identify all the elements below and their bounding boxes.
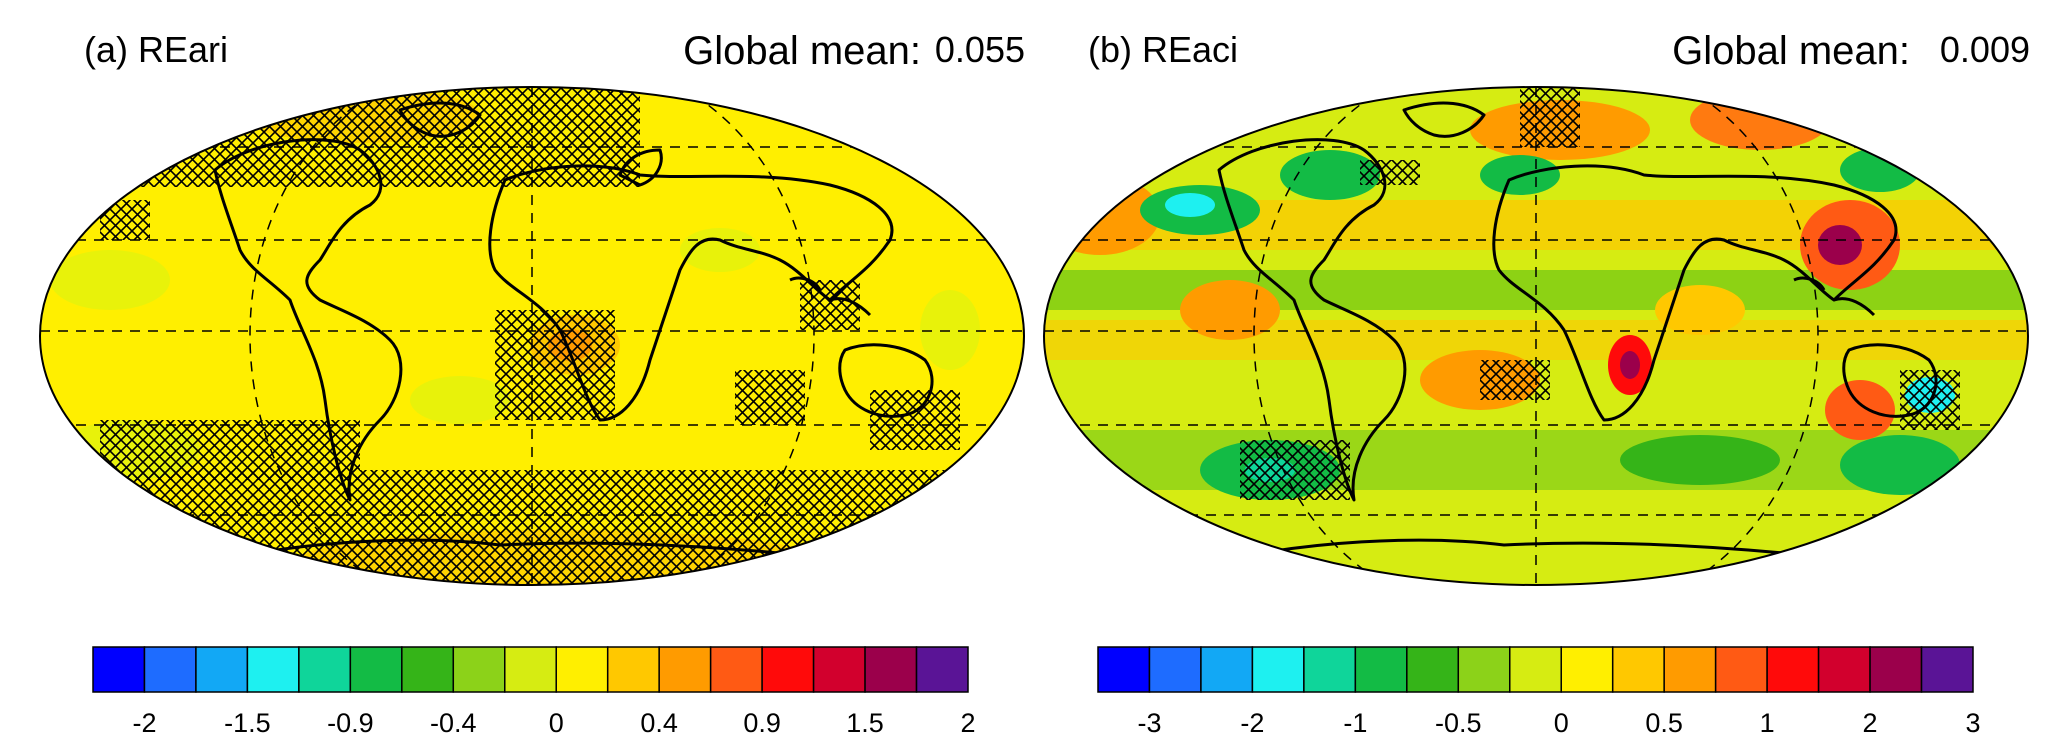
panel-b-colorbar-tick-label: 3	[1965, 708, 1980, 738]
panel-a-colorbar-swatch	[504, 646, 557, 693]
panel-b-colorbar-tick-label: -0.5	[1435, 708, 1482, 738]
panel-a-colorbar-swatch	[658, 646, 712, 693]
panel-a-hatch-region	[800, 280, 860, 330]
panel-a-colorbar-swatch	[349, 646, 403, 693]
panel-b-field-patch	[1165, 193, 1215, 217]
panel-a-map-border	[39, 86, 1025, 586]
panel-b-colorbar-swatch	[1406, 646, 1460, 693]
panel-b-title: (b) REaci	[1088, 29, 1238, 70]
panel-a-colorbar-swatch	[864, 646, 918, 693]
panel-a-colorbar-swatch	[298, 646, 352, 693]
panel-b-colorbar-swatch	[1200, 646, 1254, 693]
panel-a-title: (a) REari	[84, 29, 228, 70]
panel-b-colorbar-swatch	[1663, 646, 1717, 693]
panel-a-colorbar-tick-label: 0.4	[640, 708, 678, 738]
panel-b-hatch-region	[1240, 440, 1350, 500]
panel-a: (a) REari Global mean: 0.055	[39, 29, 1025, 738]
panel-b-colorbar-swatch	[1714, 646, 1768, 693]
panel-a-colorbar-swatch	[452, 646, 506, 693]
panel-b-colorbar-swatch	[1303, 646, 1357, 693]
panel-b-field-patch	[1180, 280, 1280, 340]
panel-b-colorbar-tick-label: -2	[1240, 708, 1264, 738]
panel-b-colorbar-swatch	[1097, 646, 1151, 693]
panel-b-field-patch	[1840, 435, 1960, 495]
panel-b-map	[1044, 87, 2028, 585]
panel-b-field-patch	[1825, 380, 1895, 440]
panel-a-colorbar-swatch	[401, 646, 455, 693]
panel-b-colorbar-swatch	[1251, 646, 1305, 693]
panel-b-colorbar-swatch	[1817, 646, 1871, 693]
panel-b-colorbar-swatch	[1148, 646, 1202, 693]
panel-a-colorbar-swatch	[812, 646, 866, 693]
panel-a-graticule	[40, 87, 1024, 585]
panel-b-field-patch	[1818, 225, 1862, 265]
panel-b-colorbar-swatch	[1509, 646, 1562, 693]
panel-b-global-mean-label: Global mean:	[1672, 29, 1910, 73]
panel-b-colorbar: -3 -2 -1 -0.5 0 0.5 1 2 3	[1097, 646, 1981, 738]
panel-b-hatch-region	[1480, 360, 1550, 400]
panel-b-colorbar-tick-label: -1	[1343, 708, 1367, 738]
panel-b: (b) REaci Global mean: 0.009	[1043, 29, 2030, 738]
panel-b-colorbar-swatch	[1869, 646, 1923, 693]
panel-b-colorbar-swatch	[1354, 646, 1408, 693]
panel-a-colorbar-swatch	[606, 646, 660, 693]
panel-b-field-patch	[1840, 148, 1920, 192]
panel-a-colorbar-tick-label: -2	[132, 708, 156, 738]
panel-a-field-patch	[50, 250, 170, 310]
panel-a-colorbar-swatch	[761, 646, 815, 693]
panel-b-colorbar-swatch	[1766, 646, 1820, 693]
panel-a-hatch-region	[495, 310, 615, 420]
panel-a-colorbar-tick-label: 2	[960, 708, 975, 738]
panel-a-colorbar-tick-label: 0	[549, 708, 564, 738]
panel-b-hatch-region	[1520, 87, 1580, 147]
panel-b-graticule	[1044, 87, 2028, 585]
panel-a-hatch-region	[100, 200, 150, 240]
panel-a-colorbar-tick-label: -0.9	[327, 708, 374, 738]
panel-b-coastlines	[1203, 101, 1955, 577]
panel-a-field-patch	[410, 376, 510, 424]
panel-a-colorbar-swatch	[555, 646, 609, 693]
panel-b-field-patch	[1620, 351, 1640, 379]
panel-b-colorbar-tick-label: 1	[1760, 708, 1775, 738]
panel-a-colorbar-tick-label: 0.9	[743, 708, 781, 738]
panel-a-colorbar-swatch	[709, 646, 763, 693]
panel-a-hatch-region	[735, 370, 805, 425]
panel-b-colorbar-tick-label: -3	[1137, 708, 1161, 738]
panel-b-colorbar-tick-label: 0	[1554, 708, 1569, 738]
panel-a-colorbar-tick-label: -0.4	[430, 708, 477, 738]
panel-b-field-patch	[1690, 90, 1830, 150]
panel-b-field-patch	[1620, 435, 1780, 485]
panel-b-colorbar-tick-label: 0.5	[1645, 708, 1683, 738]
panel-a-field-patch	[680, 228, 760, 272]
panel-a-hatch-region	[870, 390, 960, 450]
panel-a-colorbar-swatch	[246, 646, 300, 693]
panel-a-colorbar-tick-label: 1.5	[846, 708, 884, 738]
panel-b-colorbar-swatch	[1560, 646, 1614, 693]
panel-a-global-mean-label: Global mean:	[683, 29, 921, 73]
panel-a-colorbar-swatch	[915, 646, 969, 693]
panel-a-colorbar-tick-label: -1.5	[224, 708, 271, 738]
panel-b-colorbar-swatch	[1920, 646, 1974, 693]
panel-b-global-mean-value: 0.009	[1940, 29, 2030, 70]
panel-b-colorbar-swatch	[1611, 646, 1665, 693]
panel-a-field-patch	[920, 290, 980, 370]
panel-b-map-border	[1043, 86, 2029, 586]
panel-a-colorbar: -2 -1.5 -0.9 -0.4 0 0.4 0.9 1.5 2	[92, 646, 976, 738]
panel-a-colorbar-swatch	[195, 646, 249, 693]
panel-a-hatch-region	[100, 420, 360, 480]
panel-b-field-patch	[1655, 285, 1745, 335]
panel-b-hatch-region	[1360, 160, 1420, 185]
panel-a-colorbar-swatch	[143, 646, 197, 693]
panel-b-colorbar-swatch	[1457, 646, 1511, 693]
panel-b-colorbar-tick-label: 2	[1863, 708, 1878, 738]
panel-a-colorbar-swatch	[92, 646, 146, 693]
panel-a-global-mean-value: 0.055	[935, 29, 1025, 70]
